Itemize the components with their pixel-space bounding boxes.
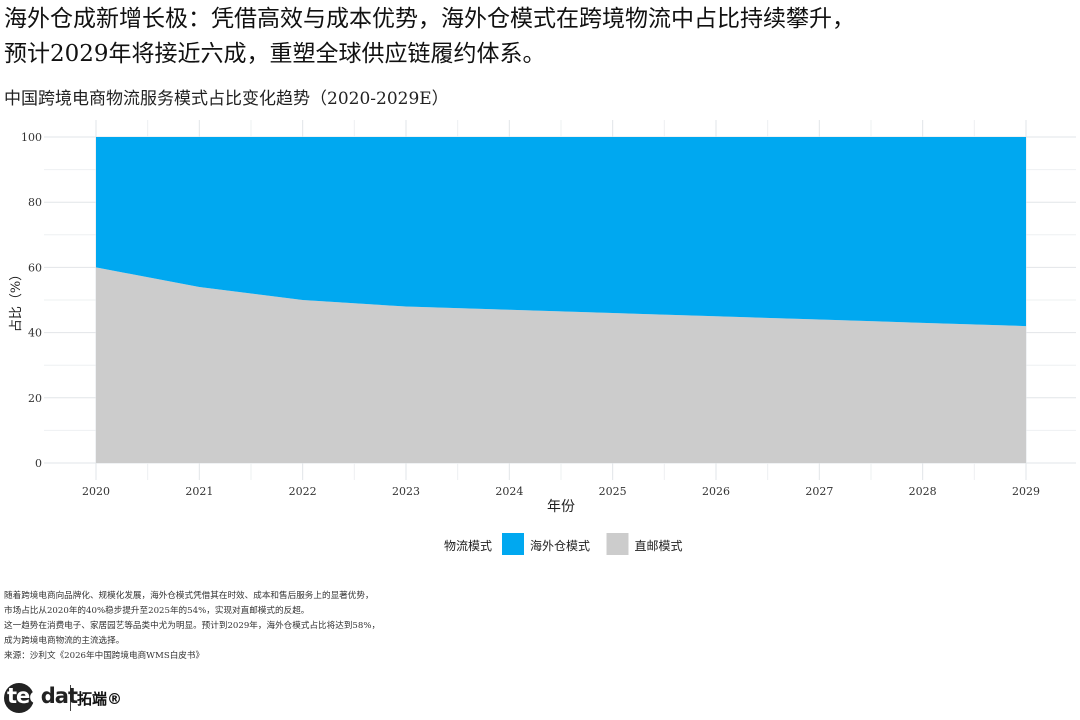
x-tick-label: 2023 <box>392 485 420 498</box>
y-tick-label: 0 <box>35 457 42 470</box>
legend-item-label: 海外仓模式 <box>530 538 590 553</box>
y-axis-label: 占比（%） <box>9 268 24 332</box>
x-tick-label: 2029 <box>1012 485 1040 498</box>
note-line-1: 随着跨境电商向品牌化、规模化发展，海外仓模式凭借其在时效、成本和售后服务上的显著… <box>4 591 374 601</box>
note-line-2: 市场占比从2020年的40%稳步提升至2025年的54%，实现对直邮模式的反超。 <box>4 606 310 616</box>
x-tick-label: 2024 <box>495 485 523 498</box>
y-tick-label: 60 <box>28 261 42 274</box>
y-tick-label: 20 <box>28 392 42 405</box>
headline: 海外仓成新增长极：凭借高效与成本优势，海外仓模式在跨境物流中占比持续攀升， 预计… <box>4 2 1074 72</box>
y-tick-label: 100 <box>21 131 42 144</box>
legend: 物流模式 海外仓模式 直邮模式 <box>444 533 683 555</box>
headline-line-2: 预计2029年将接近六成，重塑全球供应链履约体系。 <box>4 41 546 67</box>
x-axis-label: 年份 <box>547 499 575 515</box>
area-series-direct-mail <box>96 267 1026 463</box>
y-tick-labels: 0 20 40 60 80 100 <box>21 131 42 470</box>
area-series-overseas-warehouse <box>96 137 1026 327</box>
x-tick-label: 2026 <box>702 485 730 498</box>
note-line-3: 这一趋势在消费电子、家居园艺等品类中尤为明显。预计到2029年，海外仓模式占比将… <box>4 621 381 631</box>
logo-circle-shape <box>4 683 34 713</box>
x-tick-label: 2020 <box>82 485 110 498</box>
x-tick-label: 2021 <box>185 485 213 498</box>
notes-block: 随着跨境电商向品牌化、规模化发展，海外仓模式凭借其在时效、成本和售后服务上的显著… <box>4 589 380 664</box>
logo-wordmark: tecdat <box>7 684 78 708</box>
logo-chinese-name: 拓端® <box>77 689 123 708</box>
legend-item-label: 直邮模式 <box>635 539 683 553</box>
brand-logo: tecdat 拓端® <box>4 681 122 715</box>
x-tick-label: 2027 <box>805 485 833 498</box>
legend-swatch <box>606 533 629 555</box>
y-tick-label: 40 <box>28 327 42 340</box>
x-tick-label: 2028 <box>909 485 937 498</box>
area-series <box>96 137 1026 463</box>
logo-separator <box>70 685 71 711</box>
x-tick-label: 2025 <box>599 485 627 498</box>
y-tick-label: 80 <box>28 196 42 209</box>
x-tick-label: 2022 <box>289 485 317 498</box>
x-tick-labels: 2020 2021 2022 2023 2024 2025 2026 2027 2028 2029 <box>82 485 1040 498</box>
legend-swatch <box>502 533 524 555</box>
source-note: 来源：沙利文《2026年中国跨境电商WMS白皮书》 <box>4 651 205 661</box>
note-line-4: 成为跨境电商物流的主流选择。 <box>4 636 125 646</box>
headline-line-1: 海外仓成新增长极：凭借高效与成本优势，海外仓模式在跨境物流中占比持续攀升， <box>4 6 855 32</box>
chart-subtitle: 中国跨境电商物流服务模式占比变化趋势（2020-2029E） <box>4 89 449 109</box>
tecdat-logo-mark: tecdat <box>4 681 78 715</box>
legend-title: 物流模式 <box>444 539 492 553</box>
